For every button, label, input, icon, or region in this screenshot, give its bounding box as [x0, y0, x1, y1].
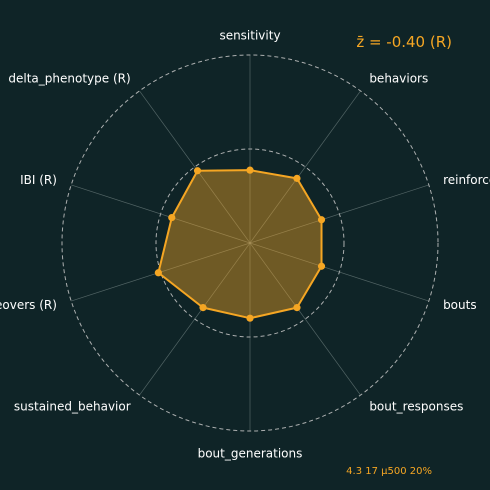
axis-labels: sensitivity behaviors reinforcers bouts bout…	[0, 29, 490, 461]
series-point-5	[246, 314, 254, 322]
footer-stats: 4.3 17 µ500 20%	[346, 466, 432, 477]
spoke-4	[249, 242, 361, 396]
spoke-3	[249, 242, 429, 302]
axis-label-2: reinforcers	[443, 173, 490, 187]
axis-label-9: delta_phenotype (R)	[8, 71, 130, 85]
spoke-8	[71, 184, 251, 244]
spoke-1	[249, 90, 361, 244]
axis-label-0: sensitivity	[219, 29, 280, 43]
spoke-6	[139, 242, 251, 396]
series-point-2	[317, 216, 326, 224]
axis-label-4: bout_responses	[369, 400, 463, 414]
axis-label-6: sustained_behavior	[14, 400, 131, 414]
series-point-1	[293, 174, 301, 182]
series-point-0	[246, 166, 254, 174]
axis-label-8: IBI (R)	[20, 173, 57, 187]
series-point-8	[168, 213, 176, 222]
axis-label-5: bout_generations	[198, 447, 303, 461]
series	[154, 166, 326, 322]
z-summary: z̄ = -0.40 (R)	[356, 33, 452, 51]
axis-label-3: bouts	[443, 298, 477, 312]
series-point-4	[293, 304, 301, 312]
series-point-3	[317, 262, 326, 270]
series-point-7	[154, 269, 162, 277]
series-area	[157, 169, 323, 320]
series-point-9	[193, 167, 202, 175]
axis-label-1: behaviors	[369, 71, 428, 85]
spoke-2	[249, 184, 429, 244]
spoke-9	[139, 90, 251, 244]
series-point-6	[199, 304, 207, 312]
axis-label-7: changeovers (R)	[0, 298, 57, 312]
